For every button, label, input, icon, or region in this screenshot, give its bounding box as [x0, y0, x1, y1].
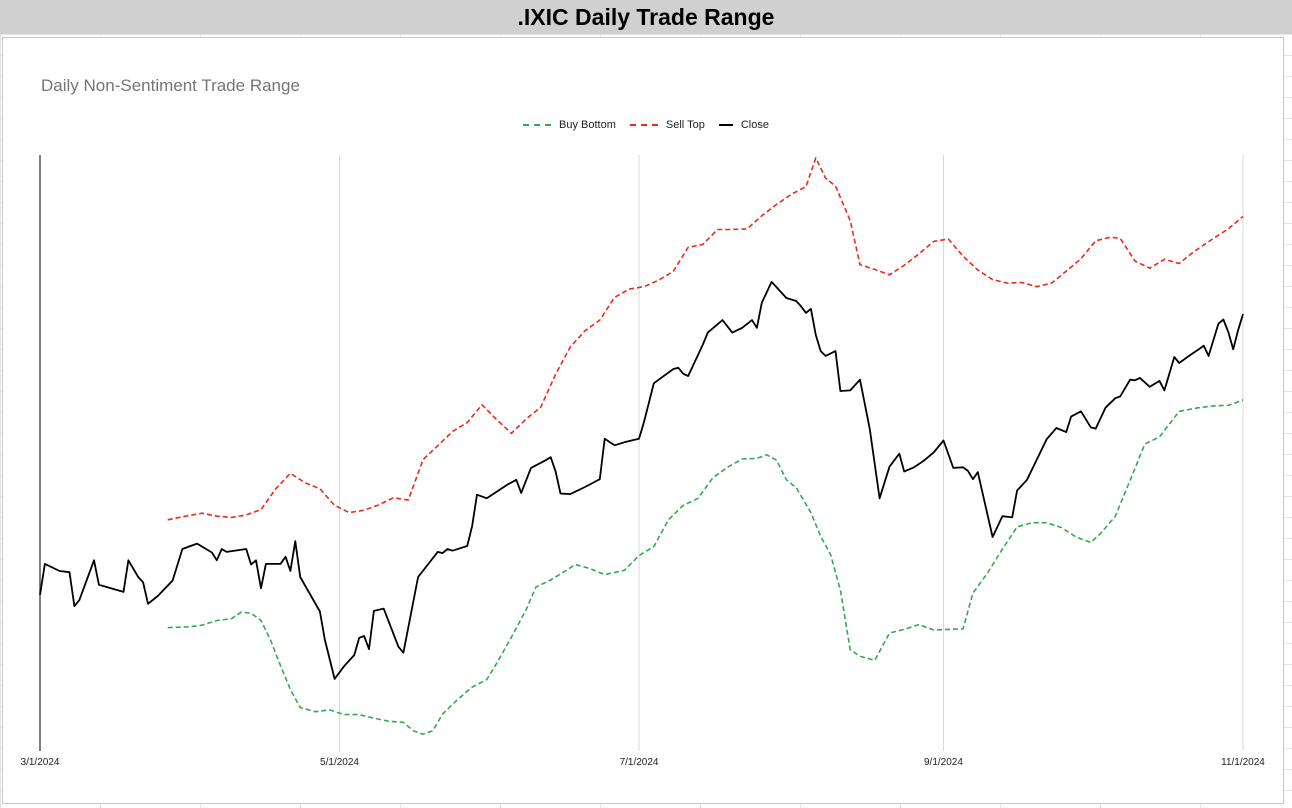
chart-title: Daily Non-Sentiment Trade Range — [41, 76, 300, 95]
series-line-buy-bottom[interactable] — [167, 399, 1244, 736]
series-line-sell-top[interactable] — [167, 157, 1244, 521]
legend-swatch-buy-bottom — [523, 124, 552, 126]
legend-label-buy-bottom: Buy Bottom — [559, 119, 616, 131]
series-line-close[interactable] — [39, 280, 1244, 680]
x-tick-label: 9/1/2024 — [924, 757, 963, 768]
legend-item-buy-bottom[interactable]: Buy Bottom — [523, 119, 616, 131]
chart-window-title: .IXIC Daily Trade Range — [0, 0, 1292, 35]
x-tick-label: 7/1/2024 — [620, 757, 659, 768]
chart-legend[interactable]: Buy Bottom Sell Top Close — [0, 116, 1292, 134]
legend-swatch-sell-top — [629, 124, 658, 126]
x-tick-label: 3/1/2024 — [21, 757, 60, 768]
legend-label-sell-top: Sell Top — [665, 119, 705, 131]
x-tick-label: 11/1/2024 — [1221, 757, 1265, 768]
legend-swatch-close — [718, 124, 733, 126]
chart-header-title: .IXIC Daily Trade Range — [517, 3, 775, 30]
legend-item-sell-top[interactable]: Sell Top — [629, 119, 705, 131]
x-tick-label: 5/1/2024 — [320, 757, 359, 768]
legend-label-close: Close — [740, 119, 769, 131]
legend-item-close[interactable]: Close — [718, 119, 769, 131]
